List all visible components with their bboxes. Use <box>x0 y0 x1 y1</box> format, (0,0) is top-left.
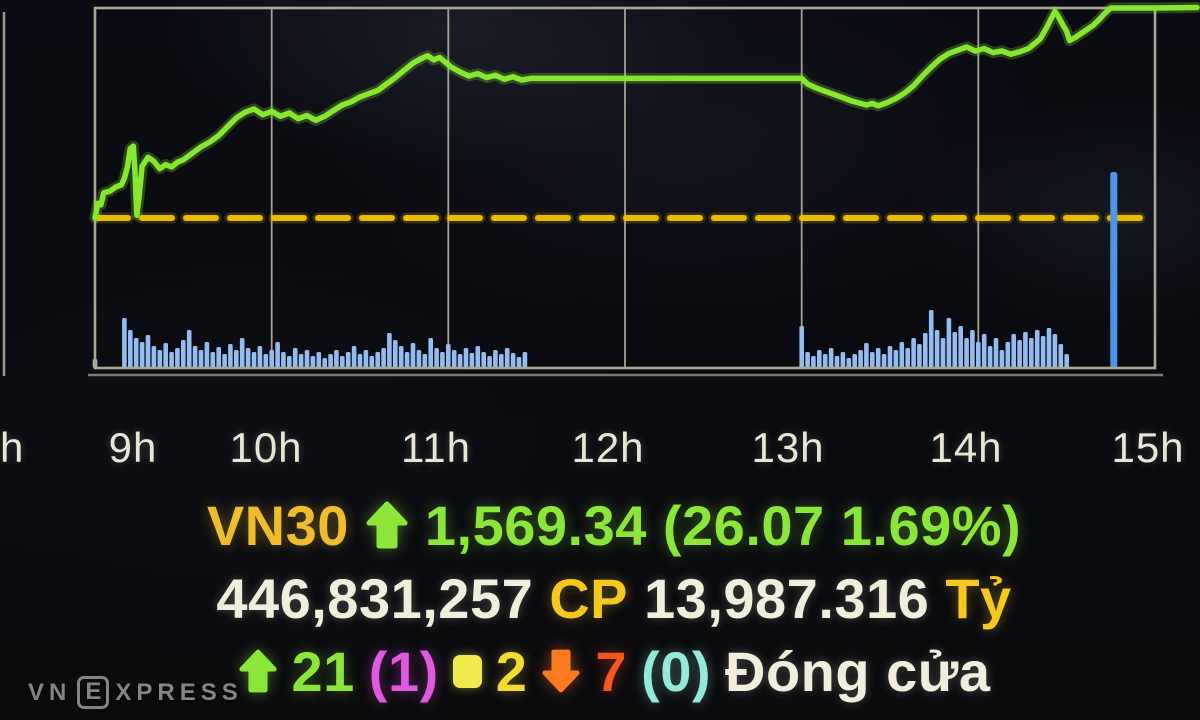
unchanged-count: 2 <box>495 639 528 703</box>
floor-count: (0) <box>641 639 712 703</box>
index-row: VN30 1,569.34 (26.07 1.69%) <box>206 493 1022 557</box>
unchanged-square-icon <box>452 654 482 688</box>
ceiling-count: (1) <box>368 639 439 703</box>
x-axis-label-12h: 12h <box>571 424 645 471</box>
index-symbol: VN30 <box>206 493 349 557</box>
total-turnover: 13,987.316 <box>644 566 930 630</box>
total-volume: 446,831,257 <box>216 566 534 630</box>
index-change: (26.07 1.69%) <box>662 493 1022 557</box>
advancers-count: 21 <box>291 639 355 703</box>
price-volume-chart <box>2 2 1200 377</box>
x-axis-label-13h: 13h <box>751 424 825 471</box>
index-summary: VN30 1,569.34 (26.07 1.69%) 446,831,257 … <box>14 493 1200 703</box>
x-axis-label-partial-left: h <box>0 424 25 471</box>
turnover-unit: Tỷ <box>945 566 1012 630</box>
x-axis-label-10h: 10h <box>229 424 303 471</box>
up-arrow-icon <box>366 501 408 549</box>
decliners-count: 7 <box>595 639 628 703</box>
volume-unit: CP <box>549 566 629 630</box>
breadth-row: 21 (1) 2 7 (0) Đóng cửa <box>238 639 991 703</box>
market-status: Đóng cửa <box>725 639 991 703</box>
vnexpress-watermark: VN E XPRESS <box>28 676 243 709</box>
watermark-suffix: XPRESS <box>115 678 243 706</box>
watermark-prefix: VN <box>28 678 72 706</box>
x-axis-label-15h: 15h <box>1111 424 1185 471</box>
volume-row: 446,831,257 CP 13,987.316 Tỷ <box>216 566 1012 630</box>
x-axis-label-11h: 11h <box>401 424 471 471</box>
watermark-e-logo: E <box>77 676 110 709</box>
x-axis-label-9h: 9h <box>108 424 158 471</box>
index-value: 1,569.34 <box>424 493 647 557</box>
x-axis-label-14h: 14h <box>929 424 1003 471</box>
decliners-down-arrow-icon <box>542 649 581 693</box>
advancers-up-arrow-icon <box>238 649 277 693</box>
